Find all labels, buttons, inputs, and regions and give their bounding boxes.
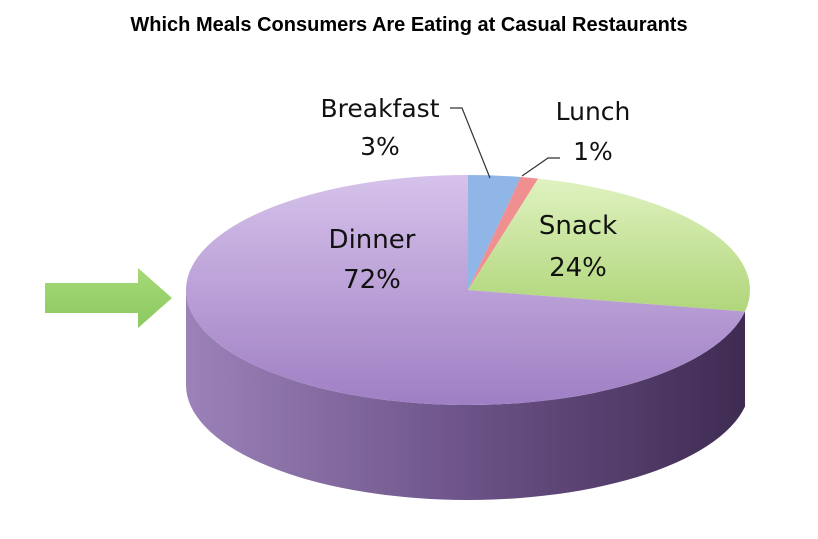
pie-slice-snack: [468, 178, 750, 312]
label-snack-name: Snack: [539, 211, 617, 241]
label-breakfast-name: Breakfast: [320, 94, 439, 123]
leader-line-breakfast: [450, 107, 491, 179]
pie-side-dinner: [186, 290, 746, 500]
leader-line-lunch: [521, 157, 560, 177]
label-lunch-name: Lunch: [556, 97, 631, 126]
label-breakfast-value: 3%: [360, 132, 400, 161]
pie-slice-lunch: [468, 177, 539, 290]
label-dinner-value: 72%: [343, 265, 401, 295]
chart-title: Which Meals Consumers Are Eating at Casu…: [130, 14, 688, 36]
label-dinner-name: Dinner: [329, 225, 416, 255]
pie-slice-breakfast: [468, 175, 521, 290]
label-snack-value: 24%: [549, 253, 607, 283]
pie-slice-dinner: [185, 175, 746, 405]
label-lunch-value: 1%: [573, 137, 613, 166]
arrow-annotation-icon: [45, 268, 172, 328]
